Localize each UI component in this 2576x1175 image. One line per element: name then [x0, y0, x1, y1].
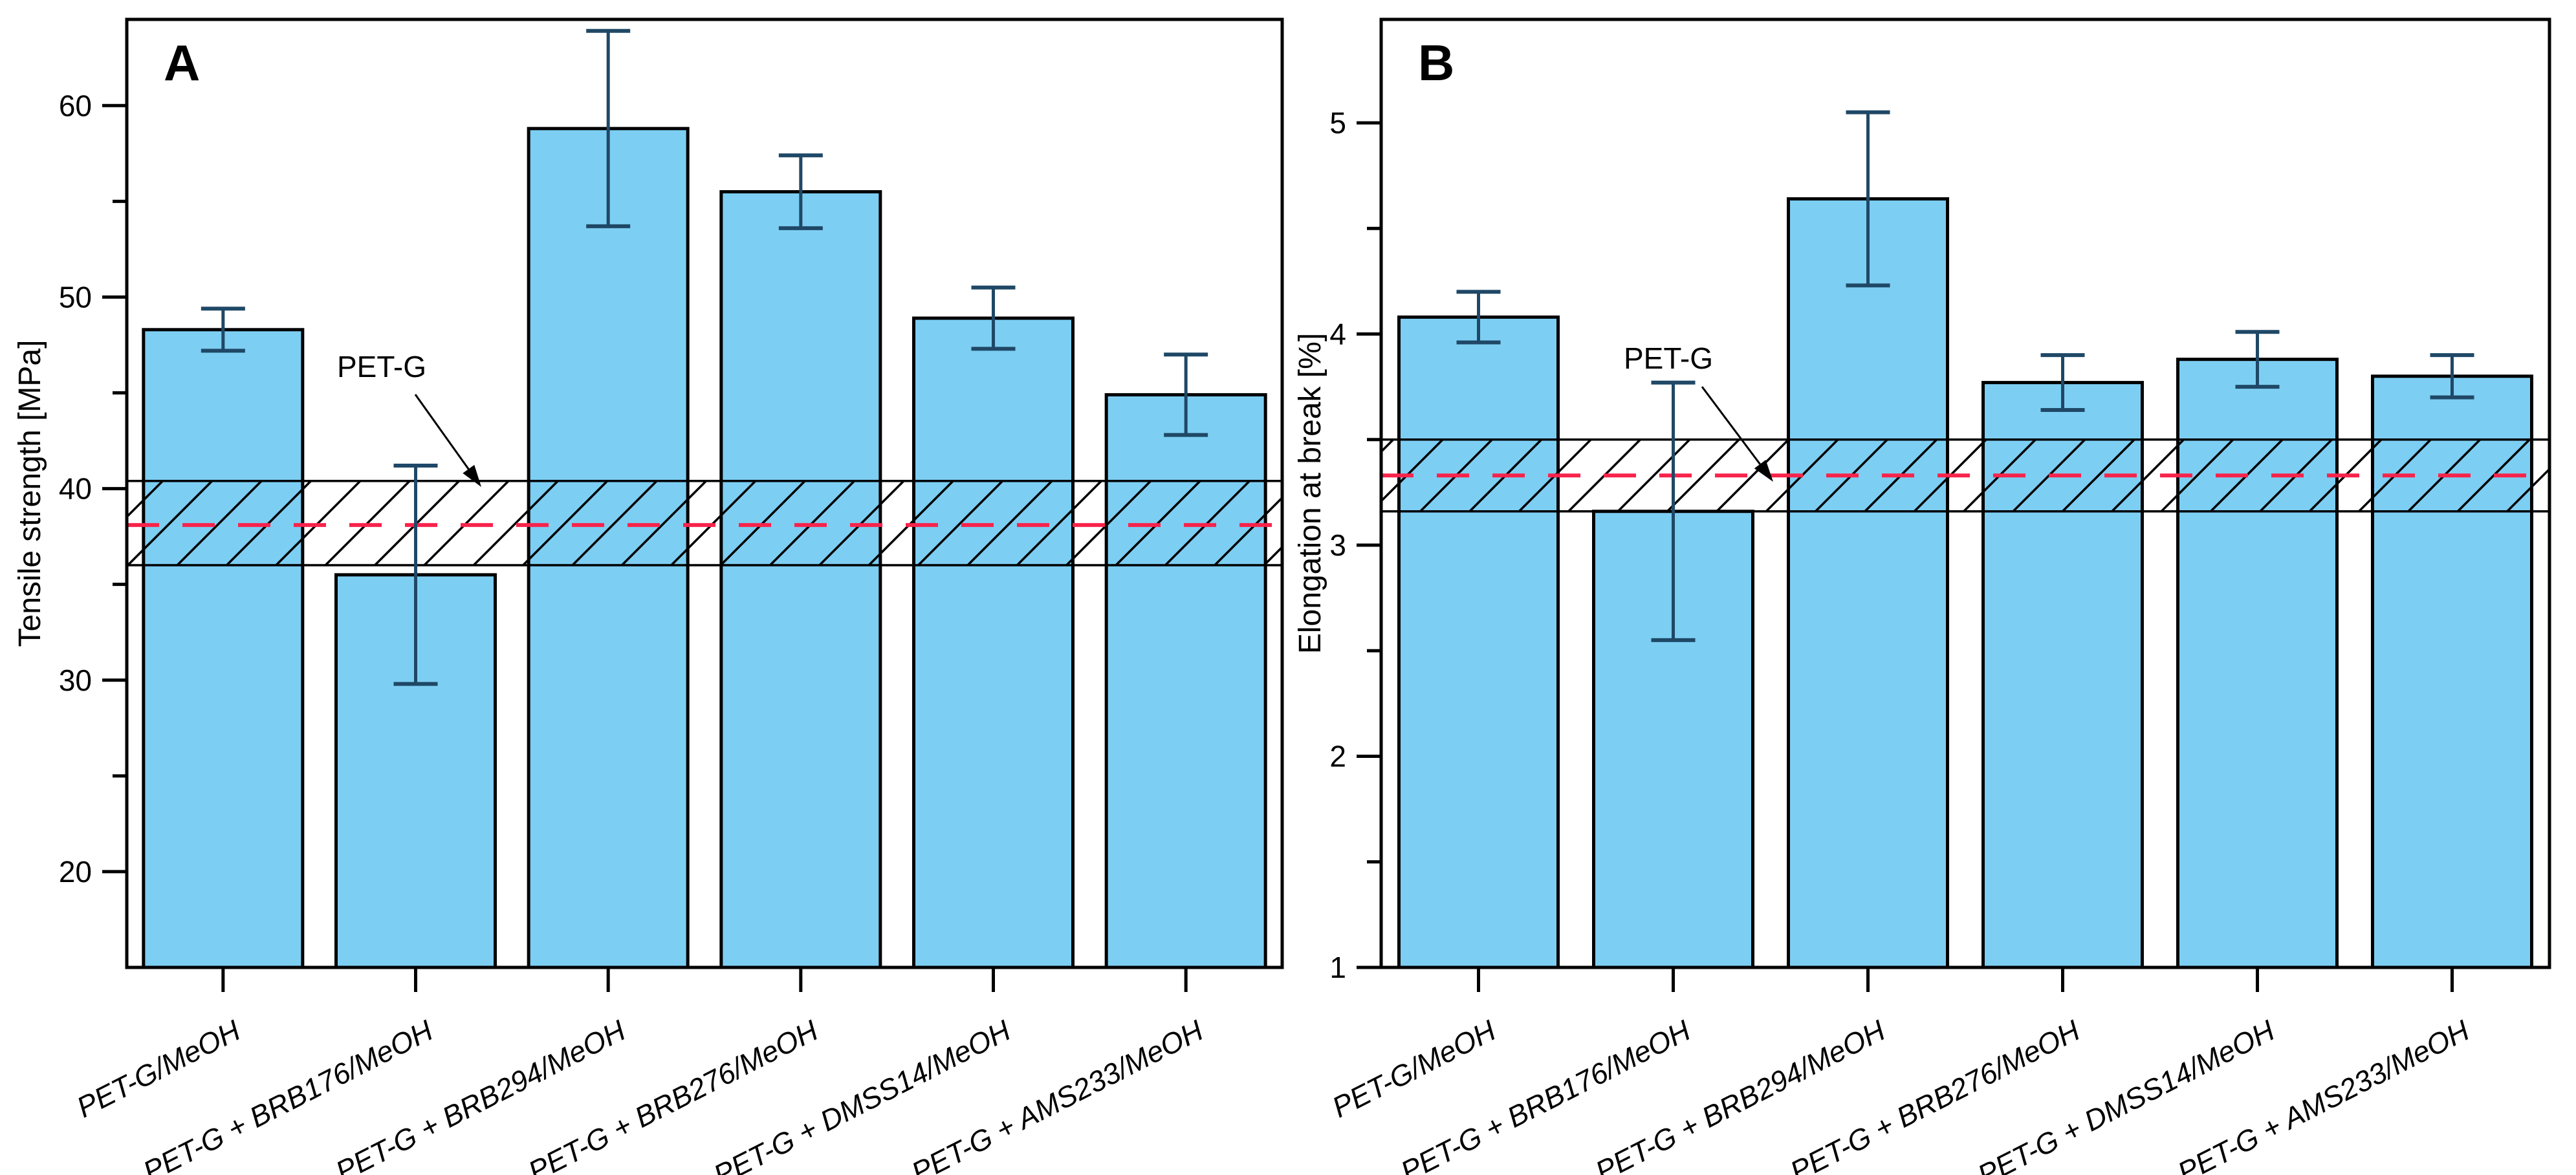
error-bar-PET-G + DMSS14/MeOH: [971, 285, 1016, 351]
panel-letter: A: [164, 34, 200, 91]
error-bars-group: [1456, 110, 2474, 642]
category-label: PET-G/MeOH: [1327, 1013, 1501, 1124]
category-label: PET-G/MeOH: [71, 1013, 245, 1124]
error-bar-PET-G + BRB276/MeOH: [778, 153, 823, 230]
y-tick-label: 5: [1329, 106, 1346, 140]
error-bar-PET-G + AMS233/MeOH: [2430, 353, 2474, 400]
error-bar-PET-G + BRB294/MeOH: [1846, 110, 1890, 288]
y-axis: 20 30 40 50 60 Tensile strength [MPa]: [13, 89, 127, 889]
annotation-arrowhead: [1754, 460, 1773, 482]
error-bar-PET-G + BRB276/MeOH: [2040, 353, 2085, 413]
plot-frame: [1379, 17, 2551, 969]
bar-PET-G + BRB276/MeOH: [719, 190, 882, 969]
panel-a-tensile-strength-chart: 20 30 40 50 60 Tensile strength [MPa] PET-G/Me…: [13, 17, 1284, 1175]
annotation-arrow-line: [1701, 386, 1761, 465]
error-bar-PET-G/MeOH: [1456, 290, 1501, 345]
bar-PET-G + DMSS14/MeOH: [912, 316, 1075, 969]
y-tick-label: 20: [59, 855, 92, 889]
reference-annotation: PET-G: [1624, 341, 1773, 482]
y-tick-label: 2: [1329, 740, 1346, 773]
reference-band: [127, 479, 1282, 566]
y-tick-label: 60: [59, 89, 92, 122]
y-axis-title: Elongation at break [%]: [1293, 333, 1327, 654]
panel-letter: B: [1418, 34, 1454, 91]
error-bar-PET-G + BRB176/MeOH: [1651, 380, 1696, 642]
reference-annotation-label: PET-G: [337, 350, 426, 383]
y-tick-label: 1: [1329, 951, 1346, 984]
annotation-arrowhead: [463, 464, 481, 487]
error-bar-PET-G + DMSS14/MeOH: [2235, 330, 2280, 389]
reference-annotation: PET-G: [337, 350, 481, 487]
y-tick-label: 50: [59, 281, 92, 314]
error-bar-PET-G + BRB176/MeOH: [393, 464, 438, 686]
reference-band: [1381, 438, 2549, 513]
plot-frame: [125, 17, 1284, 969]
annotation-arrow-line: [414, 394, 470, 470]
error-bar-PET-G/MeOH: [201, 307, 245, 353]
bars-group: [1397, 197, 2533, 969]
y-axis-title: Tensile strength [MPa]: [13, 340, 47, 647]
y-tick-label: 4: [1329, 318, 1346, 351]
bar-PET-G/MeOH: [1397, 315, 1560, 969]
y-tick-label: 40: [59, 472, 92, 506]
bar-PET-G/MeOH: [142, 328, 305, 969]
error-bar-PET-G + AMS233/MeOH: [1164, 352, 1208, 437]
bar-PET-G + BRB294/MeOH: [1787, 197, 1949, 969]
category-label: PET-G + AMS233/MeOH: [906, 1013, 1208, 1175]
y-axis: 1 2 3 4 5 Elongation at break [%]: [1293, 106, 1381, 984]
reference-annotation-label: PET-G: [1624, 341, 1713, 375]
error-bars-group: [201, 28, 1208, 686]
error-bar-PET-G + BRB294/MeOH: [586, 28, 631, 228]
y-tick-label: 3: [1329, 528, 1346, 562]
y-tick-label: 30: [59, 663, 92, 697]
